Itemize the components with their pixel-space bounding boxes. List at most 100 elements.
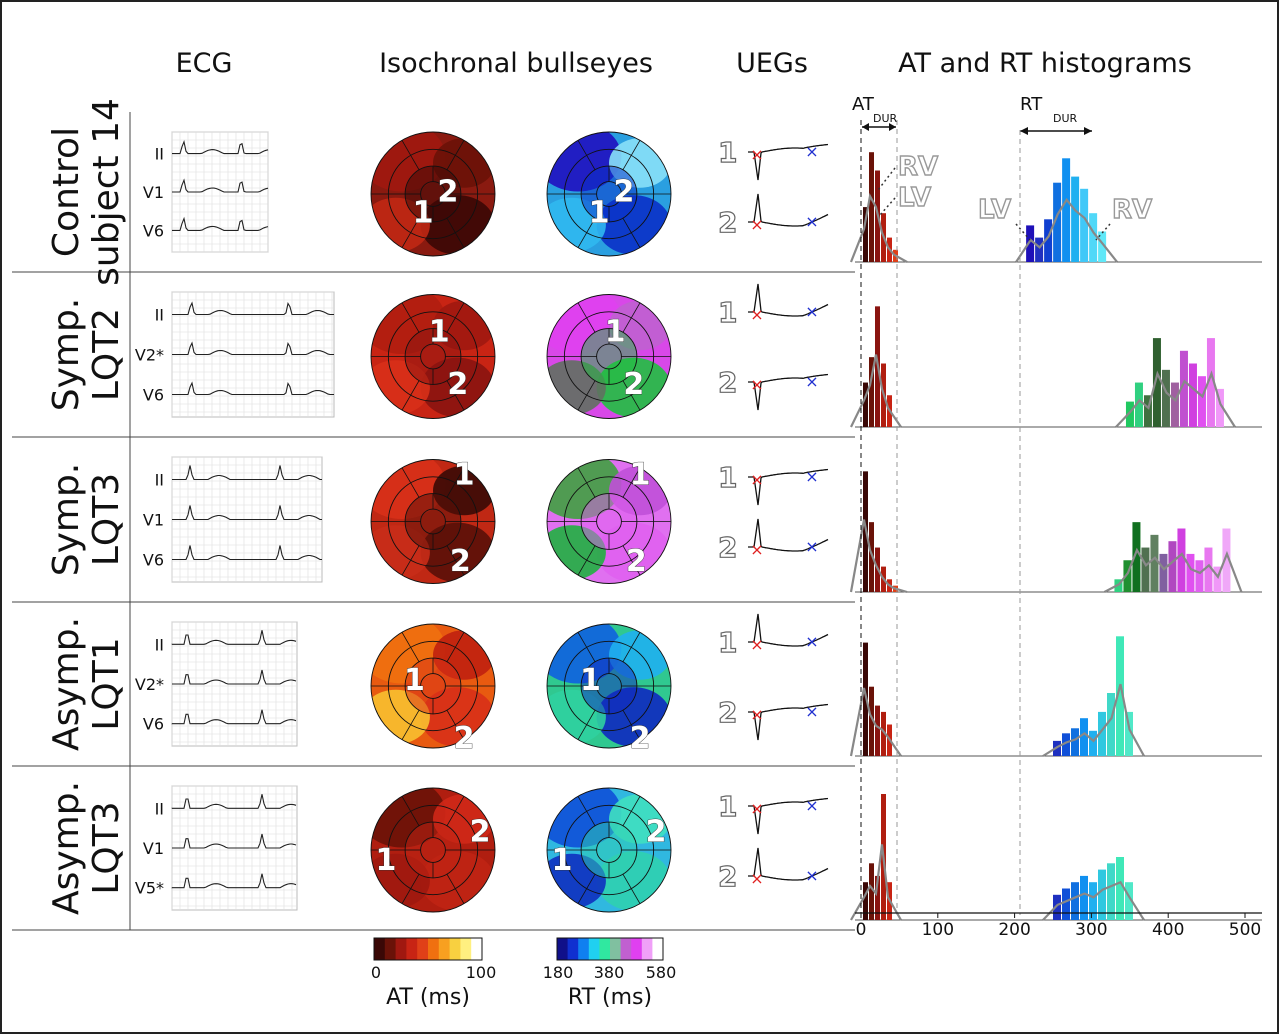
hist-at-curve [849,519,908,594]
bullseye-spoke [622,709,641,740]
bullseye-number: 1 [375,843,396,878]
rt-bullseye: 12 [546,457,672,584]
histogram [849,152,1118,263]
ecg-panel: II V2* V6 [135,621,298,747]
colorbar-tick: 0 [371,963,381,982]
rt-dur-arrowheads [1020,127,1092,135]
ueg-rt-marker: × [805,702,818,721]
bullseye-spoke [577,796,596,827]
colorbar-swatch [449,938,461,960]
hist-rt-bar [1132,522,1141,592]
rv-label-rt: RV [1112,195,1152,225]
bullseye-spoke [577,217,596,248]
hist-rt-bar [1161,369,1170,427]
ecg-trace [172,505,322,521]
ecg-lead-label: II [155,145,164,164]
hist-rt-bar [1071,728,1079,756]
ueg-at-marker: × [750,635,763,654]
bullseye-number: 1 [551,843,572,878]
ueg-rt-marker: × [805,467,818,486]
hist-rt-bar [1188,363,1197,427]
ueg-at-marker: × [750,470,763,489]
colorbar-label: RT (ms) [568,985,652,1010]
hist-rt-bar [1125,401,1134,427]
hist-rt-bar [1204,547,1213,592]
colorbar-swatch [588,938,600,960]
x-tick-label: 400 [1152,920,1184,940]
ecg-trace [172,301,334,316]
hist-rt-bar [1206,338,1215,427]
bullseye-spoke [401,796,420,827]
hist-rt-bar [1177,528,1186,592]
hist-rt-bar [1044,219,1053,262]
ueg-at-marker: × [750,305,763,324]
histogram [849,636,1145,757]
hist-at-bar [875,705,880,756]
ueg-rt-marker: × [805,632,818,651]
hist-rt-curve [1015,197,1118,263]
ecg-trace [172,381,334,396]
hist-at-bar [875,875,880,920]
hist-rt-bar [1089,213,1098,262]
bullseye-spoke [622,140,641,171]
bullseye-number: 2 [646,814,667,849]
ecg-panel: II V1 V6 [143,131,269,253]
ueg-at-marker: × [750,799,763,818]
bullseye-number: 1 [630,457,651,492]
ueg-trace [748,613,829,647]
bullseye-spoke [577,632,596,663]
ueg-at-marker: × [750,869,763,888]
rv-label-at: RV [898,152,938,182]
bullseye-spoke [401,873,420,904]
hist-rt-bar [1026,225,1035,262]
ecg-panel: II V1 V5* [135,785,298,911]
colorbar-frame [373,937,483,961]
bullseye-spoke [446,709,465,740]
bullseye-number: 2 [470,814,491,849]
hist-rt-bar [1170,382,1179,427]
bullseye-spoke [622,467,641,498]
row-label-line1: Control [46,127,87,257]
ueg-number: 1 [718,296,737,329]
ecg-trace [172,216,269,231]
rt-dur-sub: DUR [1053,112,1078,125]
ueg-trace [748,283,829,317]
row-label: Control subject 14 [46,98,127,286]
colorbar-frame [556,937,664,961]
ecg-panel: II V2* V6 [135,291,335,418]
colorbar-swatch [610,938,622,960]
ecg-trace [172,545,322,561]
lv-label-rt: LV [978,195,1011,225]
bullseye-spoke [446,796,465,827]
hist-rt-curve [1115,370,1236,428]
bullseye-number: 1 [580,663,601,698]
ueg-trace [748,143,829,181]
hist-at-curve [849,687,902,757]
ueg-number: 1 [718,626,737,659]
row-label-line2: LQT2 [86,308,127,401]
hist-rt-bar [1222,528,1231,592]
row-label: Symp. LQT3 [46,463,127,577]
ueg-panel: 1 × × 2 × × [717,613,829,741]
row-label-line2: LQT3 [86,801,127,894]
ueg-trace [748,703,829,741]
row-label-line1: Symp. [46,298,87,412]
bullseye-spoke [577,709,596,740]
ecg-trace [172,833,297,849]
row-label-line2: LQT1 [86,637,127,730]
ueg-panel: 1 × × 2 × × [717,283,829,411]
hist-rt-bar [1134,382,1143,427]
ueg-number: 2 [718,860,737,893]
at-bullseye: 12 [370,131,496,257]
hist-rt-bar [1071,176,1080,262]
hist-at-bar [869,152,874,262]
colorbar-swatch [557,938,569,960]
histogram [850,306,1236,428]
bullseye-number: 2 [454,721,475,756]
ecg-lead-label: V1 [143,511,164,530]
colorbar-swatch [460,938,472,960]
bullseye-fill [371,788,495,912]
